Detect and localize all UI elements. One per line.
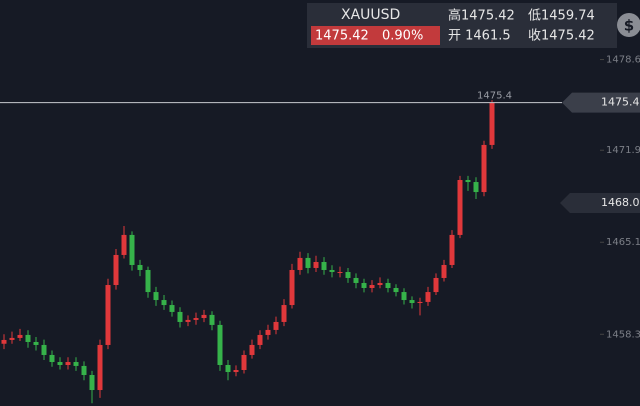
candle-body [129,234,135,265]
candle-body [257,334,263,345]
candle-body [385,282,391,288]
y-tick-label: 1471.9 [606,145,640,156]
candle-body [105,285,111,345]
candle-body [33,341,39,345]
y-tick-label: 1458.3 [606,329,640,340]
candle-body [25,334,31,342]
candle-body [161,300,167,306]
candle-body [441,264,447,278]
price-tag-label: 1475.42 [601,96,640,109]
change-pct: 0.90% [382,29,423,44]
candle-body [169,305,175,312]
candle-body [233,370,239,373]
candle-body [449,234,455,265]
candle-body [113,254,119,286]
candle-body [297,257,303,270]
candle-body [49,354,55,363]
currency-icon[interactable]: $ [624,17,634,35]
candle-body [1,339,7,344]
price-line-label: 1475.4 [477,91,512,102]
candle-body [17,334,23,338]
candle-body [241,354,247,371]
high-label: 高1475.42 [448,8,515,24]
candle-body [361,282,367,288]
overlay: XAUUSD 1475.42 0.90% 高1475.42 低1459.74 开… [307,3,640,48]
candle-body [433,277,439,293]
candle-body [281,305,287,322]
candle-body [465,179,471,183]
candle-body [177,311,183,322]
y-tick-label: 1478.6 [606,55,640,66]
candle-body [353,277,359,283]
symbol: XAUUSD [341,7,400,23]
price-tag [562,92,640,113]
candle-body [81,365,87,376]
candle-body [145,269,151,293]
candle-body [321,262,327,270]
plot: 1458.3 1465.1 1471.9 1478.6 1475.4 1475.42 146… [0,55,640,404]
candle-body [57,362,63,365]
candle-body [249,344,255,355]
candle-body [153,292,159,301]
marker-tag [560,193,640,213]
candle-body [489,102,495,145]
candle-body [121,234,127,255]
candle-body [89,375,95,391]
candle-body [345,272,351,278]
candle-body [137,264,143,270]
candle-body [337,272,343,274]
candle-body [273,321,279,330]
candle-body [217,324,223,365]
candle-body [473,182,479,193]
candle-body [201,314,207,319]
candle-body [185,319,191,322]
candle-body [65,362,71,365]
candle-body [377,282,383,286]
candle-body [401,292,407,301]
candle-body [329,269,335,273]
candle-body [369,285,375,288]
last-price: 1475.42 [315,29,369,44]
candle-body [97,344,103,391]
candle-body [313,262,319,268]
candle-body [265,329,271,335]
candle-body [409,300,415,304]
candle-body [9,337,15,340]
candle-body [393,287,399,293]
open-label: 开 1461.5 [448,29,511,44]
candle-body [425,292,431,302]
marker-tag-label: 1468.0 [601,196,640,209]
close-label: 收1475.42 [528,29,595,44]
candle-body [41,344,47,355]
y-tick-label: 1465.1 [606,237,640,248]
candle-body [289,269,295,306]
candle-body [193,318,199,320]
candle-body [209,314,215,325]
candle-body [481,144,487,193]
candle-body [305,257,311,268]
change-badge [311,26,440,45]
candle-body [417,301,423,304]
candle-body [73,362,79,366]
low-label: 低1459.74 [528,9,595,24]
currency-button[interactable] [617,13,640,37]
candle-body [225,364,231,373]
candle-body [457,179,463,235]
